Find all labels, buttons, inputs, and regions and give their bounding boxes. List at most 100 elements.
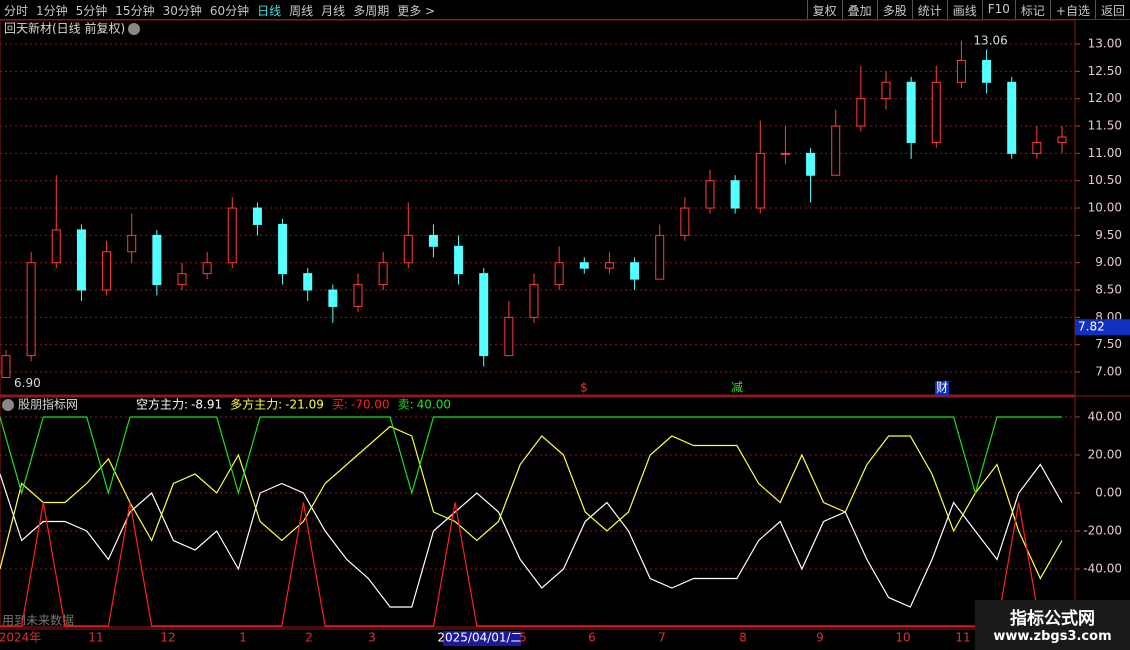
event-marker: $ bbox=[580, 381, 588, 395]
candle-body bbox=[1, 355, 11, 379]
candle-body bbox=[755, 152, 765, 209]
candle-body bbox=[881, 81, 891, 100]
toolbar-button[interactable]: 多周期 bbox=[353, 4, 390, 18]
y-tick-label: -20.00 bbox=[1083, 524, 1122, 538]
toolbar-button[interactable]: 标记 bbox=[1014, 0, 1050, 19]
time-label: 5 bbox=[519, 631, 527, 645]
candle-body bbox=[76, 229, 86, 291]
chart-title: 回天新材(日线 前复权) bbox=[4, 21, 125, 36]
candle-body bbox=[956, 59, 966, 83]
legend-name: 空方主力: bbox=[136, 397, 188, 412]
last-price-label: 7.82 bbox=[1078, 320, 1105, 334]
legend-value: -8.91 bbox=[191, 398, 222, 412]
candle-body bbox=[982, 59, 992, 83]
candle-body bbox=[454, 245, 464, 275]
future-data-note: 用到未来数据 bbox=[2, 613, 74, 628]
indicator-line bbox=[0, 416, 1062, 496]
watermark: 指标公式网 www.zbgs3.com bbox=[975, 600, 1130, 650]
legend-name: 卖: bbox=[398, 398, 414, 412]
toolbar-button[interactable]: 月线 bbox=[321, 4, 346, 18]
candle-body bbox=[127, 234, 137, 253]
y-tick-label: 12.00 bbox=[1088, 91, 1122, 105]
event-marker: 财 bbox=[936, 381, 948, 395]
candle-body bbox=[655, 234, 665, 280]
toolbar-button[interactable]: 15分钟 bbox=[115, 4, 155, 18]
toolbar-button[interactable]: 统计 bbox=[911, 0, 947, 19]
time-label: 2024年 bbox=[0, 631, 41, 645]
candle-body bbox=[102, 251, 112, 291]
y-tick-label: 40.00 bbox=[1088, 409, 1122, 423]
candle-body bbox=[1007, 81, 1017, 154]
time-label: 7 bbox=[658, 631, 666, 645]
toolbar-button[interactable]: 30分钟 bbox=[162, 4, 202, 18]
time-label: 2025/04/01/二 bbox=[437, 631, 522, 645]
candle-body bbox=[906, 81, 916, 143]
legend-value: 40.00 bbox=[417, 398, 451, 412]
toolbar-button[interactable]: 5分钟 bbox=[75, 4, 108, 18]
indicator-line bbox=[0, 425, 1063, 580]
candle-body bbox=[1032, 141, 1042, 154]
toolbar-button[interactable]: 60分钟 bbox=[209, 4, 250, 18]
candle-body bbox=[554, 262, 564, 286]
candle-body bbox=[378, 262, 388, 286]
toolbar-button[interactable]: 更多 > bbox=[397, 4, 436, 18]
y-tick-label: 11.00 bbox=[1088, 146, 1122, 160]
candle-body bbox=[428, 234, 438, 247]
candle-body bbox=[51, 229, 61, 264]
event-box bbox=[935, 381, 949, 395]
candle-body bbox=[730, 180, 740, 209]
time-label: 11 bbox=[88, 631, 103, 645]
candle-body bbox=[403, 234, 413, 264]
toolbar-button[interactable]: 多股 bbox=[876, 0, 912, 19]
toolbar-button[interactable]: 返回 bbox=[1094, 0, 1130, 19]
candle-body bbox=[579, 262, 589, 269]
price-frame bbox=[0, 19, 1076, 396]
indicator-title: 股朋指标网 bbox=[18, 397, 78, 412]
time-label: 3 bbox=[368, 631, 376, 645]
y-tick-label: 9.00 bbox=[1095, 255, 1122, 269]
indicator-line bbox=[0, 502, 1062, 627]
toolbar-button[interactable]: 分时 bbox=[4, 4, 29, 18]
time-label: 8 bbox=[739, 631, 747, 645]
toolbar-button[interactable]: 1分钟 bbox=[36, 4, 68, 18]
candle-body bbox=[26, 262, 36, 357]
indicator-frame bbox=[0, 396, 1076, 628]
candle-body bbox=[831, 125, 841, 176]
indicator-menu[interactable] bbox=[2, 399, 14, 411]
time-label: 9 bbox=[816, 631, 824, 645]
toolbar: 分时 1分钟 5分钟 15分钟 30分钟 60分钟 日线 周线 月线 多周期 更多 > 复权 叠加 多股统… bbox=[0, 0, 1130, 20]
indicator-line bbox=[0, 463, 1063, 608]
legend-name: 多方主力: bbox=[230, 397, 282, 412]
toolbar-button[interactable]: 周线 bbox=[289, 4, 314, 18]
toolbar-button[interactable]: 画线 bbox=[946, 0, 982, 19]
watermark-title: 指标公式网 bbox=[1010, 609, 1095, 629]
title-menu[interactable] bbox=[128, 23, 140, 35]
candle-body bbox=[1057, 136, 1067, 143]
candle-body bbox=[604, 262, 614, 269]
candle-body bbox=[177, 273, 187, 286]
candle-body bbox=[227, 207, 237, 264]
candle-body bbox=[278, 223, 288, 275]
max-label: 13.06 bbox=[973, 33, 1007, 47]
last-price-box bbox=[1075, 319, 1130, 336]
toolbar-button[interactable]: 叠加 bbox=[841, 0, 877, 19]
time-label: 11 bbox=[955, 631, 970, 645]
candle-body bbox=[252, 207, 262, 225]
toolbar-button[interactable]: +自选 bbox=[1049, 0, 1095, 19]
y-tick-label: 11.50 bbox=[1088, 119, 1122, 133]
candle-body bbox=[529, 284, 539, 318]
toolbar-button[interactable]: F10 bbox=[981, 0, 1015, 19]
time-label: 2 bbox=[305, 631, 313, 645]
y-tick-label: 20.00 bbox=[1088, 447, 1122, 461]
y-tick-label: 7.50 bbox=[1095, 337, 1122, 351]
y-tick-label: 10.50 bbox=[1088, 173, 1122, 187]
toolbar-button[interactable]: 日线 bbox=[257, 4, 282, 18]
candle-body bbox=[630, 262, 640, 280]
y-tick-label: 0.00 bbox=[1095, 485, 1122, 499]
toolbar-button[interactable]: 复权 bbox=[806, 0, 842, 19]
y-tick-label: 10.00 bbox=[1088, 201, 1122, 215]
watermark-url: www.zbgs3.com bbox=[993, 629, 1112, 644]
time-label: 12 bbox=[160, 631, 175, 645]
